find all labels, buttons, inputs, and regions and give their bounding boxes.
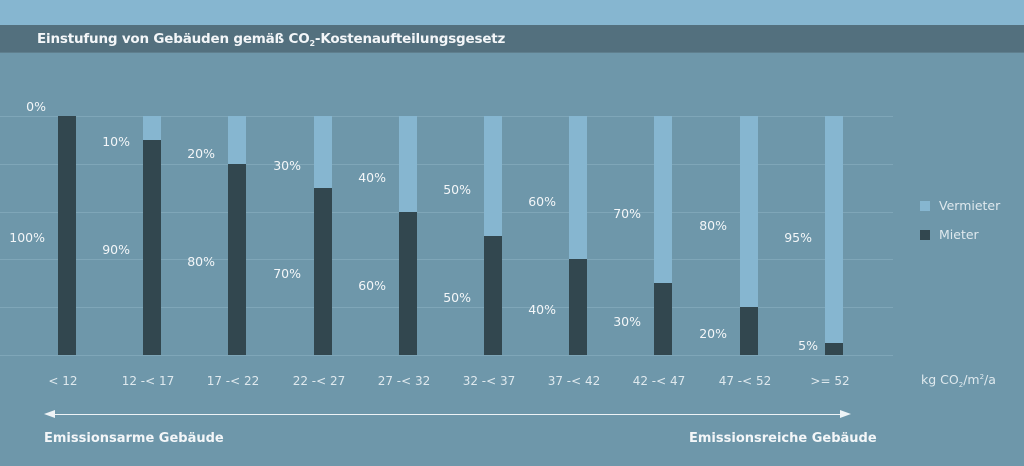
value-label-mieter: 100% [9, 230, 45, 245]
bar-segment-mieter [740, 307, 758, 355]
bar-segment-mieter [484, 235, 502, 355]
bar [569, 116, 587, 355]
x-axis-category-label: 42 -< 47 [632, 374, 686, 388]
x-axis-category-label: 27 -< 32 [377, 374, 431, 388]
caption-low-emission: Emissionsarme Gebäude [44, 431, 224, 446]
bar-segment-vermieter [740, 116, 758, 308]
bar-segment-vermieter [654, 116, 672, 284]
value-label-vermieter: 10% [102, 134, 130, 149]
bar-segment-mieter [143, 139, 161, 355]
gridline [0, 164, 893, 165]
bar-segment-mieter [228, 163, 246, 355]
x-axis-category-label: 47 -< 52 [718, 374, 772, 388]
x-axis-category-label: 12 -< 17 [121, 374, 175, 388]
legend-item-mieter: Mieter [920, 227, 979, 242]
x-axis-category-label: 17 -< 22 [206, 374, 260, 388]
bar-segment-vermieter [314, 116, 332, 188]
bar [484, 116, 502, 355]
value-label-mieter: 60% [358, 278, 386, 293]
arrow-right-icon [840, 410, 851, 418]
top-band [0, 0, 1024, 25]
value-label-mieter: 40% [528, 302, 556, 317]
bar-segment-mieter [399, 211, 417, 355]
emission-arrow-line [50, 414, 842, 415]
title-bar: Einstufung von Gebäuden gemäß CO2-Kosten… [0, 25, 1024, 53]
value-label-vermieter: 40% [358, 170, 386, 185]
gridline [0, 307, 893, 308]
chart-title: Einstufung von Gebäuden gemäß CO2-Kosten… [37, 31, 506, 48]
legend-item-vermieter: Vermieter [920, 198, 1000, 213]
value-label-vermieter: 30% [273, 158, 301, 173]
caption-high-emission: Emissionsreiche Gebäude [689, 431, 877, 446]
bar-segment-vermieter [825, 116, 843, 344]
bar-segment-vermieter [143, 116, 161, 140]
bar [58, 116, 76, 355]
value-label-vermieter: 70% [613, 206, 641, 221]
bar [143, 116, 161, 355]
arrow-left-icon [44, 410, 55, 418]
bar [654, 116, 672, 355]
bar [228, 116, 246, 355]
value-label-mieter: 90% [102, 242, 130, 257]
bar-segment-mieter [654, 283, 672, 355]
x-axis-category-label: 32 -< 37 [462, 374, 516, 388]
bar-segment-vermieter [484, 116, 502, 236]
bar-segment-vermieter [569, 116, 587, 260]
value-label-mieter: 50% [443, 290, 471, 305]
gridline [0, 212, 893, 213]
gridline [0, 355, 893, 356]
value-label-mieter: 80% [187, 254, 215, 269]
value-label-mieter: 30% [613, 314, 641, 329]
bar-segment-mieter [314, 187, 332, 355]
bar [314, 116, 332, 355]
gridline [0, 259, 893, 260]
x-axis-category-label: < 12 [48, 374, 78, 388]
x-axis-category-label: 37 -< 42 [547, 374, 601, 388]
legend-swatch-vermieter [920, 200, 930, 211]
value-label-mieter: 5% [798, 338, 818, 353]
value-label-vermieter: 50% [443, 182, 471, 197]
value-label-vermieter: 20% [187, 146, 215, 161]
legend-swatch-mieter [920, 229, 930, 240]
value-label-vermieter: 95% [784, 230, 812, 245]
x-axis-unit: kg CO2/m2/a [921, 372, 996, 389]
bar-segment-vermieter [228, 116, 246, 164]
bar-segment-mieter [58, 116, 76, 355]
value-label-mieter: 20% [699, 326, 727, 341]
value-label-vermieter: 60% [528, 194, 556, 209]
value-label-vermieter: 80% [699, 218, 727, 233]
x-axis-category-label: >= 52 [810, 374, 850, 388]
bar [740, 116, 758, 355]
bar [825, 116, 843, 355]
legend-label-mieter: Mieter [939, 227, 979, 242]
x-axis-category-label: 22 -< 27 [292, 374, 346, 388]
bar-segment-vermieter [399, 116, 417, 212]
legend-label-vermieter: Vermieter [939, 198, 1001, 213]
value-label-vermieter: 0% [26, 99, 46, 114]
bar-segment-mieter [825, 343, 843, 355]
bar-segment-mieter [569, 259, 587, 355]
gridline [0, 116, 893, 117]
bar [399, 116, 417, 355]
value-label-mieter: 70% [273, 266, 301, 281]
